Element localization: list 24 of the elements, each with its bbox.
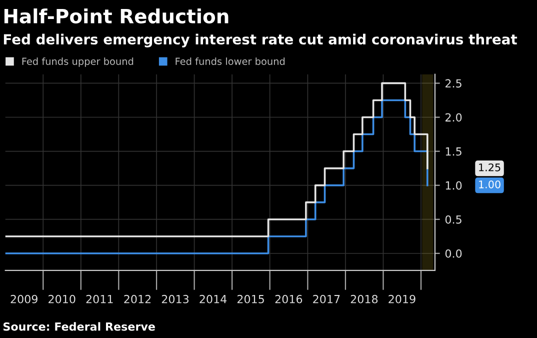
legend-label: Fed funds lower bound [176,57,285,65]
y-tick-label: 1.5 [446,147,462,156]
x-tick-label: 2011 [86,294,113,304]
x-tick-label: 2017 [313,294,340,304]
text: 1.00 [479,180,500,188]
x-tick-label: 2010 [48,294,76,304]
chart-title: Half-Point Reduction [4,8,228,24]
y-tick-label: 2.0 [446,113,462,122]
x-tick-label: 2013 [162,294,189,304]
y-tick-label: 2.5 [446,79,462,88]
text: 1.25 [479,163,500,172]
legend-label: Fed funds upper bound [22,57,134,67]
source-note: Source: Federal Reserve [3,322,155,331]
x-tick-label: 2019 [388,294,416,304]
y-tick-label: 0.5 [445,215,462,224]
x-tick-label: 2012 [124,294,151,304]
x-tick-label: 2014 [200,294,227,304]
y-tick-label: 0.0 [445,249,462,258]
x-tick-label: 2016 [275,294,302,304]
x-tick-label: 2009 [10,294,38,304]
x-tick-label: 2018 [350,294,378,304]
chart-subtitle: Fed delivers emergency interest rate cut amid coronavirus threat [4,34,518,48]
x-tick-label: 2015 [237,294,264,304]
y-tick-label: 1.0 [446,181,462,190]
